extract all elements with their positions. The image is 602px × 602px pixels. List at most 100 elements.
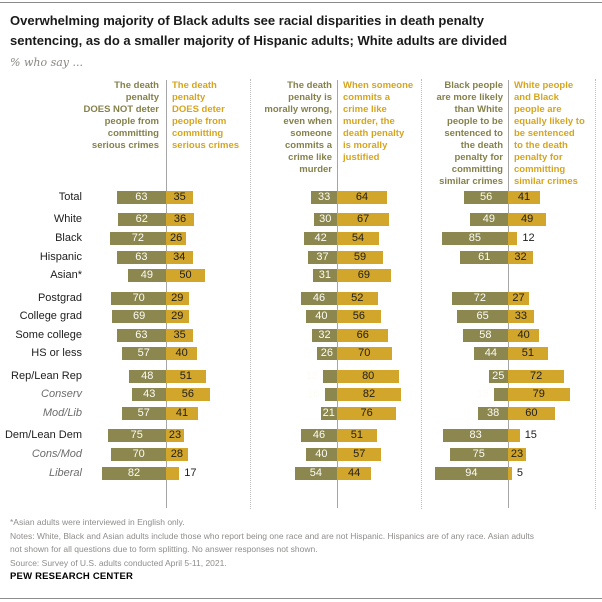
value-label: 72 <box>131 231 145 244</box>
value-label: 26 <box>320 347 333 360</box>
panel-3-cell: 25 72 <box>421 369 595 383</box>
value-label: 62 <box>135 213 148 226</box>
value-label: 23 <box>168 429 182 442</box>
panel-1-cell: 72 26 <box>84 231 251 245</box>
panel-3-cell: 49 49 <box>421 213 595 227</box>
bar-right: 80 <box>337 369 400 383</box>
panel-1-cell: 49 50 <box>84 269 251 283</box>
value-label: 65 <box>476 310 489 323</box>
panel-1-cell: 48 51 <box>84 369 251 383</box>
row-label: Postgrad <box>37 291 82 304</box>
bar-right: 69 <box>337 269 391 283</box>
panel-1-cell: 63 35 <box>84 191 251 204</box>
panel-3-cell: 65 33 <box>421 310 595 324</box>
chart-rows: Total 63 35 33 64 56 41 White 62 36 30 67 49 49 Black 7… <box>0 191 596 485</box>
bar-right: 54 <box>337 231 380 245</box>
value-label: 32 <box>318 328 331 341</box>
panel-3-cell: 75 23 <box>421 447 595 461</box>
panel-1-cell: 57 41 <box>84 406 251 420</box>
bar-right: 57 <box>337 447 382 461</box>
bar-left: 18 <box>477 388 508 402</box>
row-label: Mod/Lib <box>42 406 82 419</box>
value-label: 37 <box>316 250 329 263</box>
value-label: 18 <box>305 369 318 382</box>
value-label: 56 <box>181 388 194 401</box>
value-label: 63 <box>135 328 148 341</box>
value-label: 27 <box>512 291 525 304</box>
bar-right: 49 <box>508 213 547 227</box>
panel-3-cell: 18 79 <box>421 388 595 402</box>
bar-left: 21 <box>320 406 337 420</box>
value-label: 63 <box>135 191 148 203</box>
chart-subtitle: % who say ... <box>10 56 83 69</box>
value-label: 28 <box>170 447 184 460</box>
value-label: 56 <box>352 310 365 323</box>
value-label: 69 <box>357 269 371 282</box>
bar-right: 26 <box>166 231 187 245</box>
bottom-rule <box>0 598 602 599</box>
row-label: Conserv <box>41 388 82 401</box>
bar-left: 56 <box>464 191 508 204</box>
bar-right: 40 <box>166 347 198 361</box>
panel-3-cell: 58 40 <box>421 328 595 342</box>
bar-left: 82 <box>102 466 166 480</box>
value-label: 15 <box>524 429 537 442</box>
value-label: 57 <box>137 406 150 419</box>
bar-right: 34 <box>166 250 193 264</box>
chart-row: Conserv 43 56 16 82 18 79 <box>0 388 596 402</box>
panel-divider-1 <box>250 79 251 509</box>
bar-left: 43 <box>132 388 166 402</box>
bar-left: 18 <box>306 369 337 383</box>
row-label: Dem/Lean Dem <box>4 429 82 442</box>
bar-right: 35 <box>166 328 194 342</box>
bar-left: 61 <box>460 250 508 264</box>
value-label: 34 <box>173 250 186 263</box>
value-label: 44 <box>348 466 361 479</box>
value-label: 36 <box>173 213 187 226</box>
bar-left: 63 <box>116 250 166 264</box>
value-label: 42 <box>314 231 327 244</box>
value-label: 69 <box>132 310 146 323</box>
panel-3-cell <box>421 269 595 282</box>
bar-right: 32 <box>508 250 533 264</box>
panel-1-cell: 75 23 <box>84 429 251 443</box>
value-label: 29 <box>171 310 184 323</box>
value-label: 52 <box>351 291 364 304</box>
panel-2-cell: 37 59 <box>250 250 421 264</box>
value-label: 70 <box>132 291 145 304</box>
panel-2-cell: 21 76 <box>250 406 421 420</box>
chart-row: Postgrad 70 29 46 52 72 27 <box>0 291 596 305</box>
row-label: White <box>53 213 82 226</box>
bar-right: 15 <box>508 429 537 443</box>
chart-row: White 62 36 30 67 49 49 <box>0 213 596 227</box>
value-label: 5 <box>516 466 524 479</box>
bar-left: 72 <box>451 291 508 305</box>
bar-left: 63 <box>116 191 166 204</box>
bar-left: 16 <box>307 388 337 402</box>
value-label: 40 <box>315 447 328 460</box>
value-label: 66 <box>356 328 369 341</box>
value-label: 60 <box>525 406 538 419</box>
panel-1-cell: 43 56 <box>84 388 251 402</box>
bar-right: 27 <box>508 291 530 305</box>
chart-row: Dem/Lean Dem 75 23 46 51 83 15 <box>0 429 596 443</box>
value-label: 54 <box>309 466 323 479</box>
value-label: 64 <box>355 191 369 203</box>
panel-1-cell: 63 34 <box>84 250 251 264</box>
value-label: 48 <box>141 369 154 382</box>
value-label: 41 <box>175 406 189 419</box>
bar-left: 37 <box>308 250 337 264</box>
chart-title: Overwhelming majority of Black adults se… <box>10 13 508 48</box>
bar-left: 58 <box>462 328 508 342</box>
bar-right: 56 <box>337 310 381 324</box>
bar-left: 31 <box>312 269 337 283</box>
value-label: 26 <box>170 231 183 244</box>
value-label: 83 <box>469 429 482 442</box>
panel-2-cell: 54 44 <box>250 466 421 480</box>
value-label: 80 <box>362 369 375 382</box>
bar-right: 29 <box>166 291 189 305</box>
value-label: 67 <box>357 213 370 226</box>
panel-1-cell: 70 28 <box>84 447 251 461</box>
value-label: 85 <box>468 231 481 244</box>
